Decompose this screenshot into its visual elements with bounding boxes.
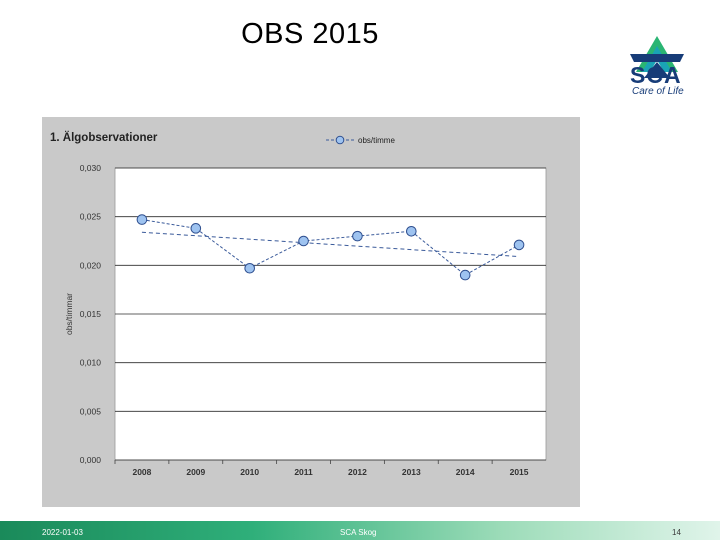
data-point-2013	[406, 225, 417, 237]
data-point-2009	[190, 223, 202, 234]
x-tick-label: 2013	[402, 467, 421, 477]
x-tick-label: 2011	[294, 467, 313, 477]
slide-title: OBS 2015	[241, 18, 379, 50]
footer-date: 2022-01-03	[42, 528, 83, 537]
data-point-2012	[352, 230, 363, 242]
grid	[115, 167, 546, 461]
y-tick-label: 0,000	[80, 455, 102, 465]
y-tick-label: 0,010	[80, 358, 102, 368]
x-tick-label: 2008	[132, 467, 151, 477]
x-axis-ticks: 2008 2009 2010 2011 2012 2013 2014 2015	[114, 460, 529, 477]
chart-panel: 1. Älgobservationer obs/timme 0,000 0,005…	[42, 117, 580, 507]
y-tick-label: 0,025	[80, 212, 102, 222]
page-number: 14	[672, 528, 681, 537]
legend-label: obs/timme	[358, 136, 395, 145]
logo-tagline: Care of Life	[632, 86, 684, 97]
y-tick-label: 0,005	[80, 406, 102, 416]
data-point-2011	[298, 235, 309, 247]
y-tick-label: 0,020	[80, 260, 102, 270]
footer-center-text: SCA Skog	[340, 528, 377, 537]
x-tick-label: 2010	[240, 467, 259, 477]
data-point-2015	[513, 239, 525, 251]
chart-title: 1. Älgobservationer	[50, 131, 158, 144]
y-tick-label: 0,015	[80, 309, 102, 319]
x-tick-label: 2012	[348, 467, 367, 477]
logo-wordmark: SCA	[630, 62, 682, 88]
y-axis-label: obs/timmar	[64, 293, 74, 335]
data-point-2010	[244, 262, 255, 274]
x-tick-label: 2014	[456, 467, 475, 477]
legend: obs/timme	[326, 135, 395, 145]
data-points	[136, 214, 525, 281]
y-tick-label: 0,030	[80, 163, 102, 173]
footer-bar	[0, 521, 720, 540]
x-tick-label: 2015	[510, 467, 529, 477]
data-point-2008	[136, 214, 148, 225]
y-axis-ticks: 0,000 0,005 0,010 0,015 0,020 0,025 0,030	[80, 163, 102, 465]
sca-logo-icon	[630, 36, 684, 78]
series-line-obs-timme	[141, 219, 520, 276]
data-point-2014	[459, 269, 471, 281]
x-tick-label: 2009	[186, 467, 205, 477]
line-chart: 1. Älgobservationer obs/timme 0,000 0,005…	[50, 131, 547, 477]
legend-marker	[335, 135, 345, 145]
